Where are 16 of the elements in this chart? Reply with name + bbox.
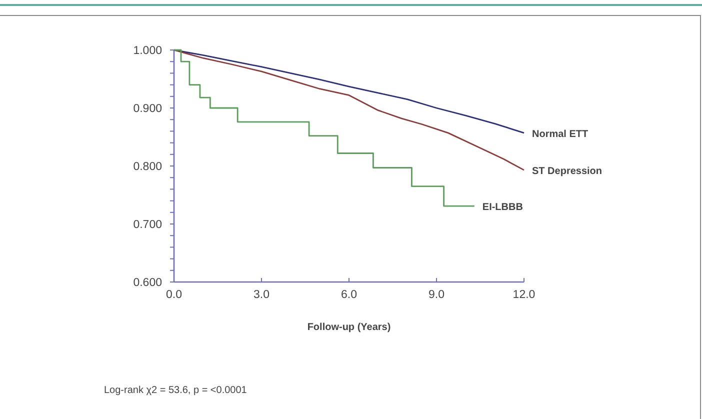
text: Log-rank χ2 = 53.6, p = <0.0001 <box>104 385 248 396</box>
series-label: Normal ETT <box>532 128 588 140</box>
x-axis-title: Follow-up (Years) <box>307 322 391 333</box>
x-tick-label: 12.0 <box>512 289 536 301</box>
y-tick-label: 1.000 <box>133 45 162 58</box>
series-label: EI-LBBB <box>482 202 523 214</box>
series-label: ST Depression <box>532 166 602 178</box>
y-tick-label: 0.700 <box>133 219 162 232</box>
x-tick-label: 3.0 <box>254 289 270 301</box>
x-tick-label: 6.0 <box>341 289 357 301</box>
line-series <box>173 49 525 171</box>
y-tick-label: 0.800 <box>133 161 162 174</box>
x-tick-label: 9.0 <box>428 289 444 301</box>
y-tick-label: 0.900 <box>133 103 162 116</box>
x-tick-label: 0.0 <box>166 289 182 301</box>
y-tick-label: 0.600 <box>133 277 162 290</box>
